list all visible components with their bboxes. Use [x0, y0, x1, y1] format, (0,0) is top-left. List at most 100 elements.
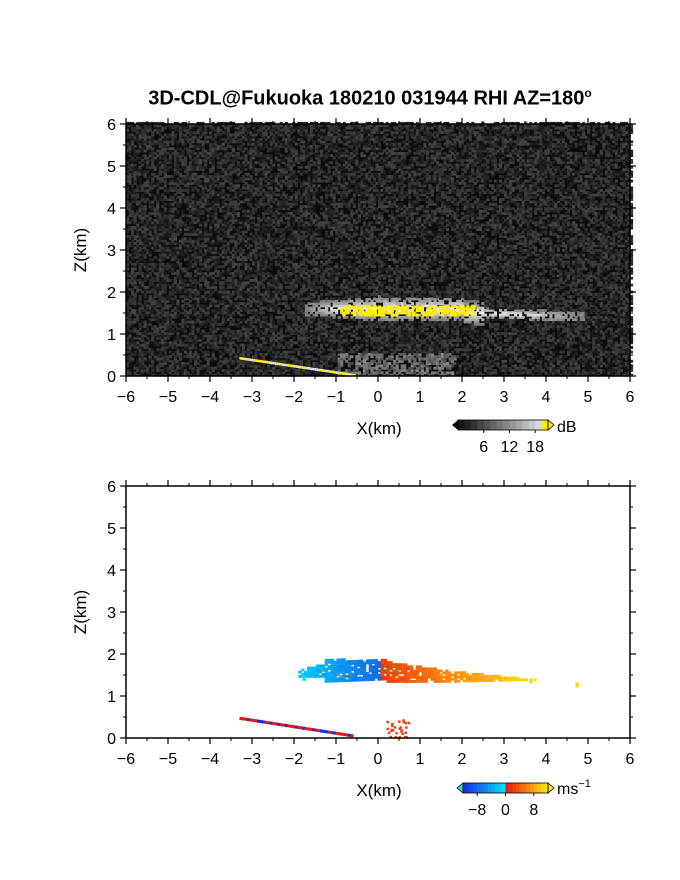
echo-pixel — [226, 246, 230, 250]
echo-pixel — [211, 336, 215, 340]
echo-pixel — [133, 295, 137, 299]
echo-pixel — [158, 258, 162, 262]
echo-pixel — [128, 218, 132, 222]
echo-pixel — [204, 140, 208, 144]
echo-pixel — [168, 285, 172, 289]
echo-pixel — [211, 221, 215, 225]
echo-pixel — [133, 177, 137, 181]
echo-pixel — [166, 276, 170, 280]
echo-pixel — [148, 278, 152, 282]
echo-pixel — [201, 322, 205, 326]
echo-pixel — [226, 329, 230, 333]
echo-pixel — [224, 260, 228, 264]
echo-pixel — [204, 265, 208, 269]
echo-pixel — [126, 218, 130, 222]
echo-pixel — [178, 218, 183, 222]
echo-pixel — [126, 177, 130, 181]
echo-pixel — [226, 209, 230, 213]
echo-pixel — [158, 283, 162, 287]
echo-pixel — [234, 251, 238, 255]
echo-pixel — [136, 172, 140, 176]
echo-pixel — [178, 258, 183, 262]
echo-pixel — [166, 235, 170, 238]
echo-pixel — [138, 131, 142, 135]
echo-pixel — [221, 345, 225, 349]
echo-pixel — [133, 318, 137, 322]
echo-pixel — [199, 198, 203, 202]
echo-pixel — [216, 274, 220, 278]
echo-pixel — [194, 179, 198, 183]
echo-pixel — [201, 205, 205, 208]
echo-pixel — [229, 311, 233, 315]
echo-pixel — [229, 281, 233, 285]
echo-pixel — [189, 292, 193, 296]
chart-title: 3D-CDL@Fukuoka 180210 031944 RHI AZ=180o — [148, 86, 592, 110]
echo-pixel — [186, 218, 190, 222]
echo-pixel — [191, 281, 195, 285]
echo-pixel — [181, 163, 185, 167]
echo-pixel — [148, 244, 152, 248]
echo-pixel — [211, 168, 215, 172]
echo-pixel — [163, 239, 167, 243]
echo-pixel — [269, 313, 273, 317]
echo-pixel — [171, 205, 175, 208]
echo-pixel — [163, 288, 167, 292]
echo-pixel — [136, 260, 140, 264]
echo-pixel — [171, 290, 175, 294]
echo-pixel — [209, 285, 213, 289]
echo-pixel — [211, 131, 215, 135]
echo-pixel — [166, 165, 170, 169]
echo-pixel — [126, 262, 130, 266]
echo-pixel — [191, 322, 195, 326]
echo-pixel — [211, 325, 215, 329]
echo-pixel — [146, 345, 150, 349]
echo-pixel — [138, 170, 142, 174]
echo-pixel — [156, 274, 160, 278]
echo-pixel — [138, 267, 142, 271]
echo-pixel — [158, 290, 162, 294]
echo-pixel — [226, 350, 230, 354]
echo-pixel — [173, 350, 177, 354]
echo-pixel — [194, 306, 198, 310]
echo-pixel — [183, 329, 188, 333]
echo-pixel — [126, 322, 130, 326]
echo-pixel — [204, 281, 208, 285]
echo-pixel — [178, 288, 183, 292]
echo-pixel — [206, 188, 210, 192]
echo-pixel — [214, 140, 218, 144]
echo-pixel — [131, 188, 135, 192]
echo-pixel — [143, 272, 147, 275]
echo-pixel — [163, 350, 167, 354]
echo-pixel — [136, 138, 140, 141]
echo-pixel — [219, 373, 223, 377]
echo-pixel — [186, 272, 190, 275]
echo-pixel — [219, 350, 223, 354]
echo-pixel — [191, 355, 195, 359]
echo-pixel — [211, 239, 215, 243]
echo-pixel — [186, 151, 190, 155]
echo-pixel — [153, 184, 157, 188]
echo-pixel — [194, 302, 198, 305]
echo-pixel — [183, 290, 188, 294]
echo-pixel — [141, 140, 145, 144]
echo-pixel — [194, 175, 198, 178]
echo-pixel — [201, 244, 205, 248]
echo-pixel — [219, 265, 223, 269]
echo-pixel — [201, 165, 205, 169]
echo-pixel — [181, 151, 185, 155]
echo-pixel — [138, 225, 142, 229]
echo-pixel — [178, 175, 183, 178]
echo-pixel — [216, 255, 220, 259]
echo-pixel — [219, 274, 223, 278]
echo-pixel — [151, 364, 155, 368]
echo-pixel — [161, 126, 165, 130]
echo-pixel — [163, 345, 167, 349]
echo-pixel — [211, 200, 215, 204]
echo-pixel — [201, 364, 205, 368]
echo-pixel — [229, 348, 233, 352]
echo-pixel — [146, 311, 150, 315]
echo-pixel — [211, 133, 215, 137]
echo-pixel — [141, 366, 145, 370]
echo-pixel — [211, 366, 215, 370]
echo-pixel — [158, 218, 162, 222]
